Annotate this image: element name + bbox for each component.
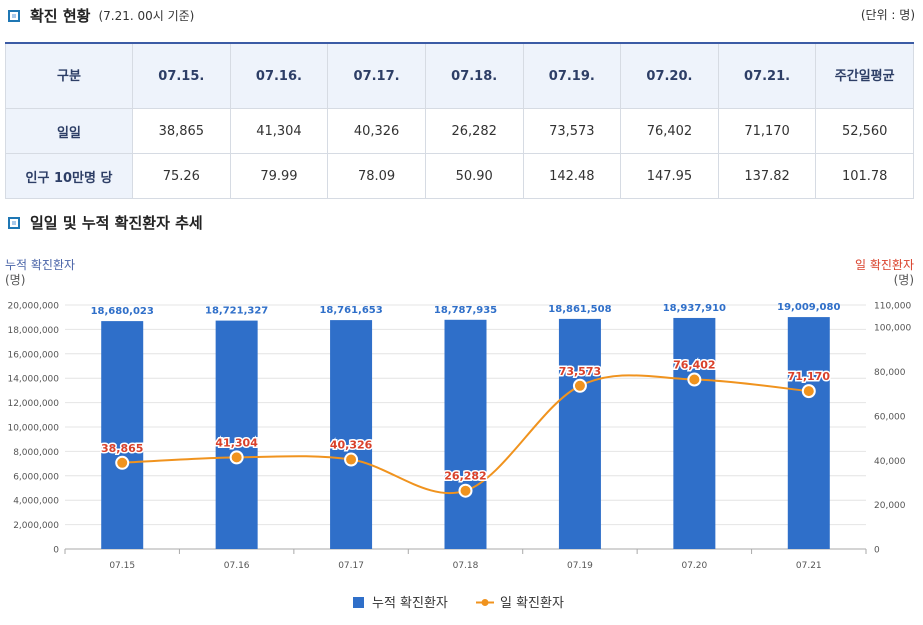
right-tick-label: 110,000 [874, 302, 911, 312]
section-square-icon [8, 9, 20, 22]
right-tick-label: 20,000 [874, 501, 906, 511]
bar-data-label: 19,009,080 [777, 302, 840, 313]
column-header: 07.18. [424, 42, 524, 109]
right-axis-unit: (명) [894, 273, 914, 287]
unit-label: (단위 : 명) [860, 8, 915, 22]
left-axis-unit: (명) [5, 273, 25, 287]
page-subtitle: (7.21. 00시 기준) [98, 9, 195, 23]
column-header: 07.16. [229, 42, 329, 109]
legend-bar-swatch [353, 597, 364, 608]
section-square-icon [8, 216, 20, 229]
bar [215, 320, 258, 549]
right-axis-title: 일 확진환자 [855, 258, 914, 272]
bar-data-label: 18,721,327 [205, 306, 268, 317]
bar [444, 319, 487, 549]
left-tick-label: 12,000,000 [7, 399, 59, 409]
left-tick-label: 4,000,000 [13, 497, 59, 507]
bar [673, 317, 716, 549]
right-tick-label: 60,000 [874, 412, 906, 422]
table-header-row: 구분 07.15. 07.16. 07.17. 07.18. 07.19. 07… [5, 42, 914, 109]
bar [558, 318, 601, 549]
line-point [344, 452, 359, 467]
left-tick-label: 8,000,000 [13, 448, 59, 458]
line-data-label: 71,170 [788, 370, 831, 383]
left-tick-label: 0 [53, 546, 59, 556]
bar [787, 317, 830, 549]
column-header: 구분 [5, 42, 133, 109]
bar-data-label: 18,861,508 [548, 304, 611, 315]
table-cell: 41,304 [229, 108, 329, 154]
left-tick-label: 6,000,000 [13, 472, 59, 482]
column-header: 07.15. [132, 42, 231, 109]
bar [330, 320, 373, 549]
line-point [801, 384, 816, 399]
legend-bar-label: 누적 확진환자 [372, 596, 448, 611]
legend-line-label: 일 확진환자 [500, 596, 564, 611]
table-cell: 52,560 [815, 108, 914, 154]
line-point [115, 455, 130, 470]
chart-section-title: 일일 및 누적 확진환자 추세 [30, 214, 203, 232]
row-header: 일일 [5, 108, 133, 154]
right-tick-label: 0 [874, 546, 880, 556]
left-tick-label: 16,000,000 [7, 350, 59, 360]
column-header: 07.21. [717, 42, 817, 109]
table-cell: 101.78 [815, 153, 914, 199]
table-cell: 38,865 [132, 108, 231, 154]
right-tick-label: 80,000 [874, 368, 906, 378]
table-cell: 50.90 [424, 153, 524, 199]
page-title: 확진 현황 [30, 7, 91, 25]
table-cell: 142.48 [522, 153, 622, 199]
table-cell: 71,170 [717, 108, 817, 154]
table-cell: 137.82 [717, 153, 817, 199]
table-cell: 78.09 [327, 153, 426, 199]
line-data-label: 40,326 [330, 439, 373, 452]
x-tick-label: 07.19 [567, 561, 593, 571]
table-cell: 40,326 [327, 108, 426, 154]
left-tick-label: 10,000,000 [7, 424, 59, 434]
left-tick-label: 2,000,000 [13, 521, 59, 531]
column-header: 07.20. [620, 42, 719, 109]
right-tick-label: 100,000 [874, 324, 911, 334]
section-header-trend: 일일 및 누적 확진환자 추세 [8, 212, 203, 233]
line-point [458, 483, 473, 498]
section-header-status: 확진 현황 (7.21. 00시 기준) [8, 5, 194, 26]
bar-data-label: 18,787,935 [434, 305, 497, 316]
x-tick-label: 07.20 [681, 561, 707, 571]
x-tick-label: 07.16 [224, 561, 250, 571]
legend-line-marker [481, 599, 489, 606]
line-point [229, 450, 244, 465]
bar [101, 321, 144, 549]
right-tick-label: 40,000 [874, 457, 906, 467]
status-table: 구분 07.15. 07.16. 07.17. 07.18. 07.19. 07… [5, 42, 914, 199]
left-axis-title: 누적 확진환자 [5, 258, 75, 272]
bar-data-label: 18,937,910 [663, 303, 726, 314]
x-tick-label: 07.15 [109, 561, 135, 571]
left-tick-label: 18,000,000 [7, 326, 59, 336]
line-point [572, 378, 587, 393]
bar-data-label: 18,680,023 [91, 306, 154, 317]
line-data-label: 26,282 [444, 470, 486, 483]
line-data-label: 73,573 [559, 365, 601, 378]
line-data-label: 41,304 [215, 436, 258, 449]
table-row: 인구 10만명 당 75.26 79.99 78.09 50.90 142.48… [5, 153, 914, 199]
table-cell: 79.99 [229, 153, 329, 199]
table-cell: 147.95 [620, 153, 719, 199]
table-row: 일일 38,865 41,304 40,326 26,282 73,573 76… [5, 108, 914, 154]
row-header: 인구 10만명 당 [5, 153, 133, 199]
line-point [687, 372, 702, 387]
left-tick-label: 14,000,000 [7, 375, 59, 385]
line-data-label: 38,865 [101, 442, 143, 455]
bar-data-label: 18,761,653 [319, 305, 382, 316]
x-tick-label: 07.18 [453, 561, 479, 571]
table-cell: 75.26 [132, 153, 231, 199]
line-data-label: 76,402 [673, 359, 715, 372]
left-tick-label: 20,000,000 [7, 302, 59, 312]
column-header: 07.19. [522, 42, 622, 109]
x-tick-label: 07.17 [338, 561, 364, 571]
x-tick-label: 07.21 [796, 561, 822, 571]
